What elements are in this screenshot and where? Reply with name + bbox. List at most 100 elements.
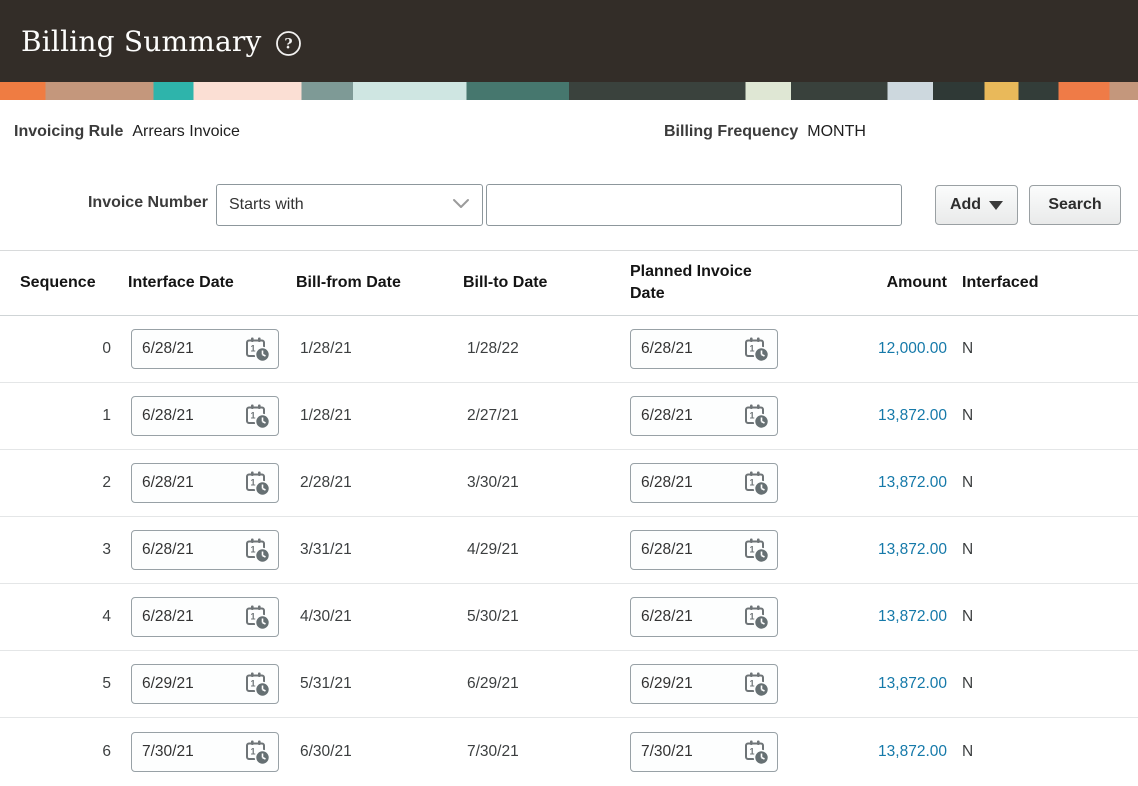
interface-date-field: 1	[131, 530, 279, 570]
svg-text:1: 1	[250, 545, 255, 555]
bill-to-value: 2/27/21	[467, 407, 519, 424]
svg-text:?: ?	[285, 36, 293, 52]
col-header-bill-to-date: Bill-to Date	[463, 274, 548, 291]
bill-to-value: 1/28/22	[467, 340, 519, 357]
operator-select[interactable]: Starts with	[216, 184, 483, 226]
search-button-label: Search	[1048, 196, 1102, 213]
invoicing-rule-label: Invoicing Rule	[14, 123, 124, 140]
amount-link[interactable]: 12,000.00	[878, 340, 947, 357]
amount-link[interactable]: 13,872.00	[878, 407, 947, 424]
sequence-value: 6	[102, 742, 111, 760]
chevron-down-icon	[452, 196, 470, 214]
bill-from-value: 6/30/21	[300, 742, 352, 760]
billing-frequency-label: Billing Frequency	[664, 123, 799, 140]
planned-invoice-date-input[interactable]	[631, 474, 731, 492]
amount-link[interactable]: 13,872.00	[878, 608, 947, 625]
col-header-planned-invoice-date: Planned Invoice Date	[630, 263, 752, 302]
interface-date-input[interactable]	[132, 474, 232, 492]
calendar-clock-icon[interactable]: 1	[244, 537, 272, 565]
calendar-clock-icon[interactable]: 1	[743, 739, 771, 767]
planned-invoice-date-field: 1	[630, 396, 778, 436]
svg-text:1: 1	[749, 344, 754, 354]
col-header-interfaced: Interfaced	[962, 274, 1039, 291]
svg-text:1: 1	[749, 478, 754, 488]
interface-date-input[interactable]	[132, 541, 232, 559]
invoice-number-input[interactable]	[486, 184, 902, 226]
bill-from-value: 4/30/21	[300, 608, 352, 625]
amount-link[interactable]: 13,872.00	[878, 742, 947, 760]
interfaced-value: N	[962, 474, 974, 491]
planned-invoice-date-field: 1	[630, 731, 778, 772]
calendar-clock-icon[interactable]: 1	[743, 336, 771, 364]
help-icon[interactable]: ?	[275, 30, 302, 57]
operator-select-value: Starts with	[229, 196, 304, 213]
col-header-bill-from-date: Bill-from Date	[296, 274, 401, 291]
add-button[interactable]: Add	[935, 185, 1018, 225]
table-row: 2 1 2/28/21 3/30/21 1 13,872.00 N	[0, 450, 1138, 517]
billing-frequency: Billing Frequency MONTH	[664, 123, 866, 141]
invoicing-rule: Invoicing Rule Arrears Invoice	[14, 123, 240, 141]
sequence-value: 3	[102, 541, 111, 558]
invoice-search-row: Invoice Number Starts with Add Search	[0, 184, 1138, 226]
planned-invoice-date-field: 1	[630, 597, 778, 637]
bill-from-value: 1/28/21	[300, 340, 352, 357]
interface-date-input[interactable]	[132, 742, 232, 761]
invoicing-rule-value: Arrears Invoice	[132, 123, 240, 140]
calendar-clock-icon[interactable]: 1	[743, 470, 771, 498]
svg-text:1: 1	[250, 679, 255, 689]
decorative-banner	[0, 82, 1138, 100]
bill-to-value: 5/30/21	[467, 608, 519, 625]
planned-invoice-date-input[interactable]	[631, 340, 731, 358]
interface-date-input[interactable]	[132, 407, 232, 425]
amount-link[interactable]: 13,872.00	[878, 675, 947, 692]
svg-text:1: 1	[749, 746, 754, 756]
interfaced-value: N	[962, 675, 974, 692]
table-row: 6 1 6/30/21 7/30/21 1 13,872.00 N	[0, 718, 1138, 785]
interface-date-input[interactable]	[132, 608, 232, 626]
calendar-clock-icon[interactable]: 1	[743, 604, 771, 632]
planned-invoice-date-input[interactable]	[631, 675, 731, 693]
summary-info-row: Invoicing Rule Arrears Invoice Billing Fr…	[0, 120, 1138, 146]
sequence-value: 0	[102, 340, 111, 357]
interfaced-value: N	[962, 407, 974, 424]
amount-link[interactable]: 13,872.00	[878, 541, 947, 558]
calendar-clock-icon[interactable]: 1	[244, 403, 272, 431]
interfaced-value: N	[962, 742, 974, 760]
calendar-clock-icon[interactable]: 1	[743, 537, 771, 565]
table-row: 1 1 1/28/21 2/27/21 1 13,872.00 N	[0, 383, 1138, 450]
billing-frequency-value: MONTH	[807, 123, 866, 140]
interface-date-input[interactable]	[132, 675, 232, 693]
interface-date-field: 1	[131, 731, 279, 772]
page-header: Billing Summary ?	[0, 0, 1138, 82]
interface-date-field: 1	[131, 396, 279, 436]
amount-link[interactable]: 13,872.00	[878, 474, 947, 491]
svg-text:1: 1	[749, 612, 754, 622]
calendar-clock-icon[interactable]: 1	[743, 671, 771, 699]
table-row: 4 1 4/30/21 5/30/21 1 13,872.00 N	[0, 584, 1138, 651]
calendar-clock-icon[interactable]: 1	[244, 671, 272, 699]
planned-invoice-date-input[interactable]	[631, 608, 731, 626]
sequence-value: 1	[102, 407, 111, 424]
calendar-clock-icon[interactable]: 1	[244, 470, 272, 498]
col-header-sequence: Sequence	[20, 274, 96, 291]
bill-from-value: 2/28/21	[300, 474, 352, 491]
table-row: 5 1 5/31/21 6/29/21 1 13,872.00 N	[0, 651, 1138, 718]
interface-date-field: 1	[131, 597, 279, 637]
table-row: 3 1 3/31/21 4/29/21 1 13,872.00 N	[0, 517, 1138, 584]
planned-invoice-date-input[interactable]	[631, 407, 731, 425]
planned-invoice-date-input[interactable]	[631, 742, 731, 761]
planned-invoice-date-input[interactable]	[631, 541, 731, 559]
col-header-interface-date: Interface Date	[128, 274, 234, 291]
calendar-clock-icon[interactable]: 1	[743, 403, 771, 431]
interface-date-input[interactable]	[132, 340, 232, 358]
svg-text:1: 1	[250, 411, 255, 421]
table-row: 0 1 1/28/21 1/28/22 1 12,000.00 N	[0, 316, 1138, 383]
svg-text:1: 1	[250, 746, 255, 756]
calendar-clock-icon[interactable]: 1	[244, 739, 272, 767]
calendar-clock-icon[interactable]: 1	[244, 604, 272, 632]
calendar-clock-icon[interactable]: 1	[244, 336, 272, 364]
sequence-value: 5	[102, 675, 111, 692]
svg-text:1: 1	[250, 612, 255, 622]
bill-from-value: 3/31/21	[300, 541, 352, 558]
search-button[interactable]: Search	[1029, 185, 1121, 225]
